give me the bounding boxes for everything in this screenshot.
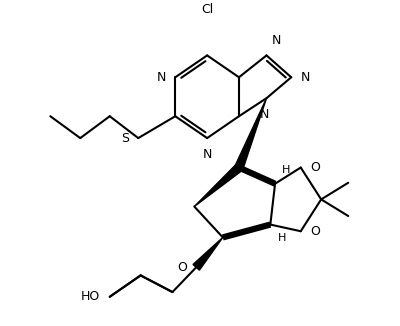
Text: N: N [156, 71, 166, 84]
Text: N: N [260, 108, 269, 121]
Text: HO: HO [81, 290, 100, 303]
Text: N: N [271, 34, 281, 47]
Text: O: O [177, 261, 187, 274]
Text: H: H [278, 233, 286, 243]
Text: N: N [301, 71, 310, 84]
Polygon shape [194, 164, 242, 206]
Polygon shape [193, 237, 223, 270]
Text: Cl: Cl [201, 3, 213, 16]
Polygon shape [235, 98, 266, 169]
Text: O: O [310, 161, 320, 174]
Text: H: H [282, 165, 290, 175]
Text: S: S [121, 132, 129, 145]
Text: O: O [310, 225, 320, 238]
Text: N: N [202, 148, 212, 161]
